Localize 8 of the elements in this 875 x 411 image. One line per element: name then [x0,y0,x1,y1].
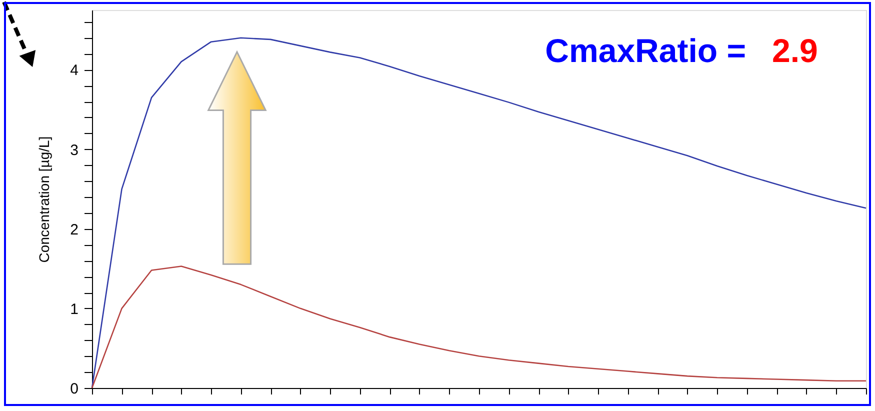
y-tick-label: 1 [70,300,78,318]
annotation: CmaxRatio = [545,32,746,69]
annotation: 2.9 [772,32,818,69]
y-tick-label: 3 [70,142,78,159]
y-tick-label: 4 [70,62,78,80]
y-tick-label: 2 [70,221,78,238]
y-tick-label: 0 [70,380,78,398]
y-axis-title: Concentration [µg/L] [36,136,52,263]
